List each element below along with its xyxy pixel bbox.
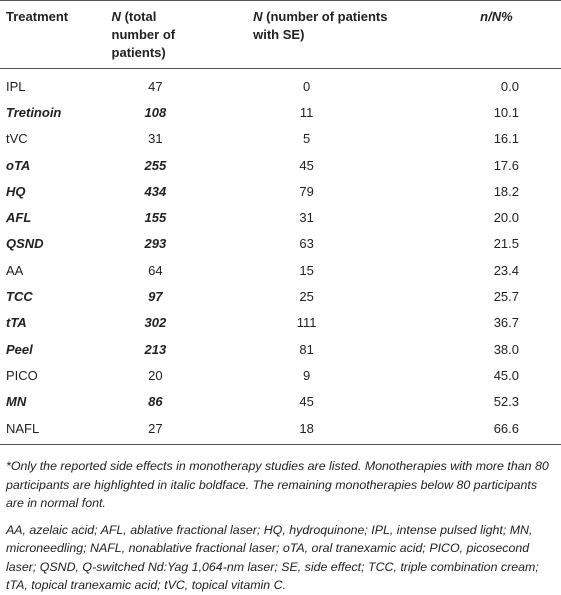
value-cell: 47 [148,78,163,94]
treatment-cell: AFL [6,210,32,226]
value-cell: 18 [299,420,314,436]
value-cell: 25.7 [493,289,519,305]
treatment-cell: IPL [6,78,26,94]
treatment-cell: Tretinoin [6,104,62,120]
value-cell: 45 [299,394,314,410]
treatment-cell: Peel [6,341,33,357]
value-cell: 9 [303,367,311,383]
value-cell: 111 [296,315,317,331]
value-cell: 0.0 [500,78,519,94]
value-cell: 81 [299,341,314,357]
table-row: Tretinoin 108 11 10.1 [0,99,561,125]
value-cell: 25 [299,289,314,305]
value-cell: 31 [148,131,163,147]
value-cell: 5 [303,131,311,147]
value-cell: 302 [144,315,167,331]
table-row: AFL 155 31 20.0 [0,204,561,230]
treatment-cell: AA [6,262,24,278]
table-row: QSND 293 63 21.5 [0,231,561,257]
table-body: IPL 47 0 0.0 Tretinoin 108 11 10.1 tVC 31 5 16.1 oTA… [0,69,561,445]
value-cell: 52.3 [493,394,519,410]
value-cell: 15 [299,262,314,278]
table-row: tTA 302 111 36.7 [0,310,561,336]
value-cell: 45 [299,157,314,173]
value-cell: 255 [144,157,167,173]
value-cell: 434 [144,183,167,199]
treatment-cell: tVC [6,131,28,147]
value-cell: 10.1 [493,104,519,120]
value-cell: 16.1 [493,131,519,147]
header-text: (number of patients with SE) [253,9,388,42]
treatment-cell: NAFL [6,420,40,436]
data-table: Treatment N (total number of patients) N (… [0,0,561,446]
header-cell: N (total number of patients) [97,0,214,69]
table-row: AA 64 15 23.4 [0,257,561,283]
footnotes: *Only the reported side effects in monot… [0,445,561,595]
header-cell: n/N% [400,0,561,69]
value-cell: 293 [144,236,167,252]
footnote: *Only the reported side effects in monot… [6,459,549,511]
value-cell: 63 [299,236,314,252]
header-symbol: n/N% [480,9,513,24]
value-cell: 86 [148,394,163,410]
treatment-cell: TCC [6,289,33,305]
header-cell: Treatment [0,0,98,69]
header-text: Treatment [6,9,69,24]
value-cell: 79 [299,183,314,199]
header-cell: N (number of patients with SE) [213,0,401,69]
treatment-cell: QSND [6,236,44,252]
value-cell: 97 [148,289,163,305]
treatment-cell: HQ [6,183,26,199]
table-row: MN 86 45 52.3 [0,389,561,415]
table-row: NAFL 27 18 66.6 [0,415,561,445]
value-cell: 0 [303,78,311,94]
value-cell: 66.6 [493,420,519,436]
value-cell: 213 [144,341,167,357]
table-row: Peel 213 81 38.0 [0,336,561,362]
value-cell: 31 [299,210,314,226]
value-cell: 17.6 [493,157,519,173]
table-row: HQ 434 79 18.2 [0,178,561,204]
table-row: IPL 47 0 0.0 [0,69,561,100]
treatment-cell: PICO [6,367,38,383]
header-symbol: N [111,9,121,24]
table-row: tVC 31 5 16.1 [0,126,561,152]
value-cell: 36.7 [493,315,519,331]
header-symbol: N [253,9,263,24]
value-cell: 155 [144,210,167,226]
value-cell: 23.4 [493,262,519,278]
value-cell: 38.0 [493,341,519,357]
value-cell: 108 [144,104,167,120]
table-row: PICO 20 9 45.0 [0,362,561,388]
treatment-cell: MN [6,394,27,410]
value-cell: 64 [148,262,163,278]
value-cell: 18.2 [493,183,519,199]
header-row: Treatment N (total number of patients) N (… [0,0,561,69]
value-cell: 11 [299,104,314,120]
footnote: AA, azelaic acid; AFL, ablative fraction… [6,522,539,593]
value-cell: 27 [148,420,163,436]
header-text: (total number of patients) [111,9,176,60]
table-row: oTA 255 45 17.6 [0,152,561,178]
table-row: TCC 97 25 25.7 [0,283,561,309]
treatment-cell: tTA [6,315,27,331]
value-cell: 20.0 [493,210,519,226]
treatment-cell: oTA [6,157,31,173]
value-cell: 45.0 [493,367,519,383]
value-cell: 20 [148,367,163,383]
value-cell: 21.5 [493,236,519,252]
